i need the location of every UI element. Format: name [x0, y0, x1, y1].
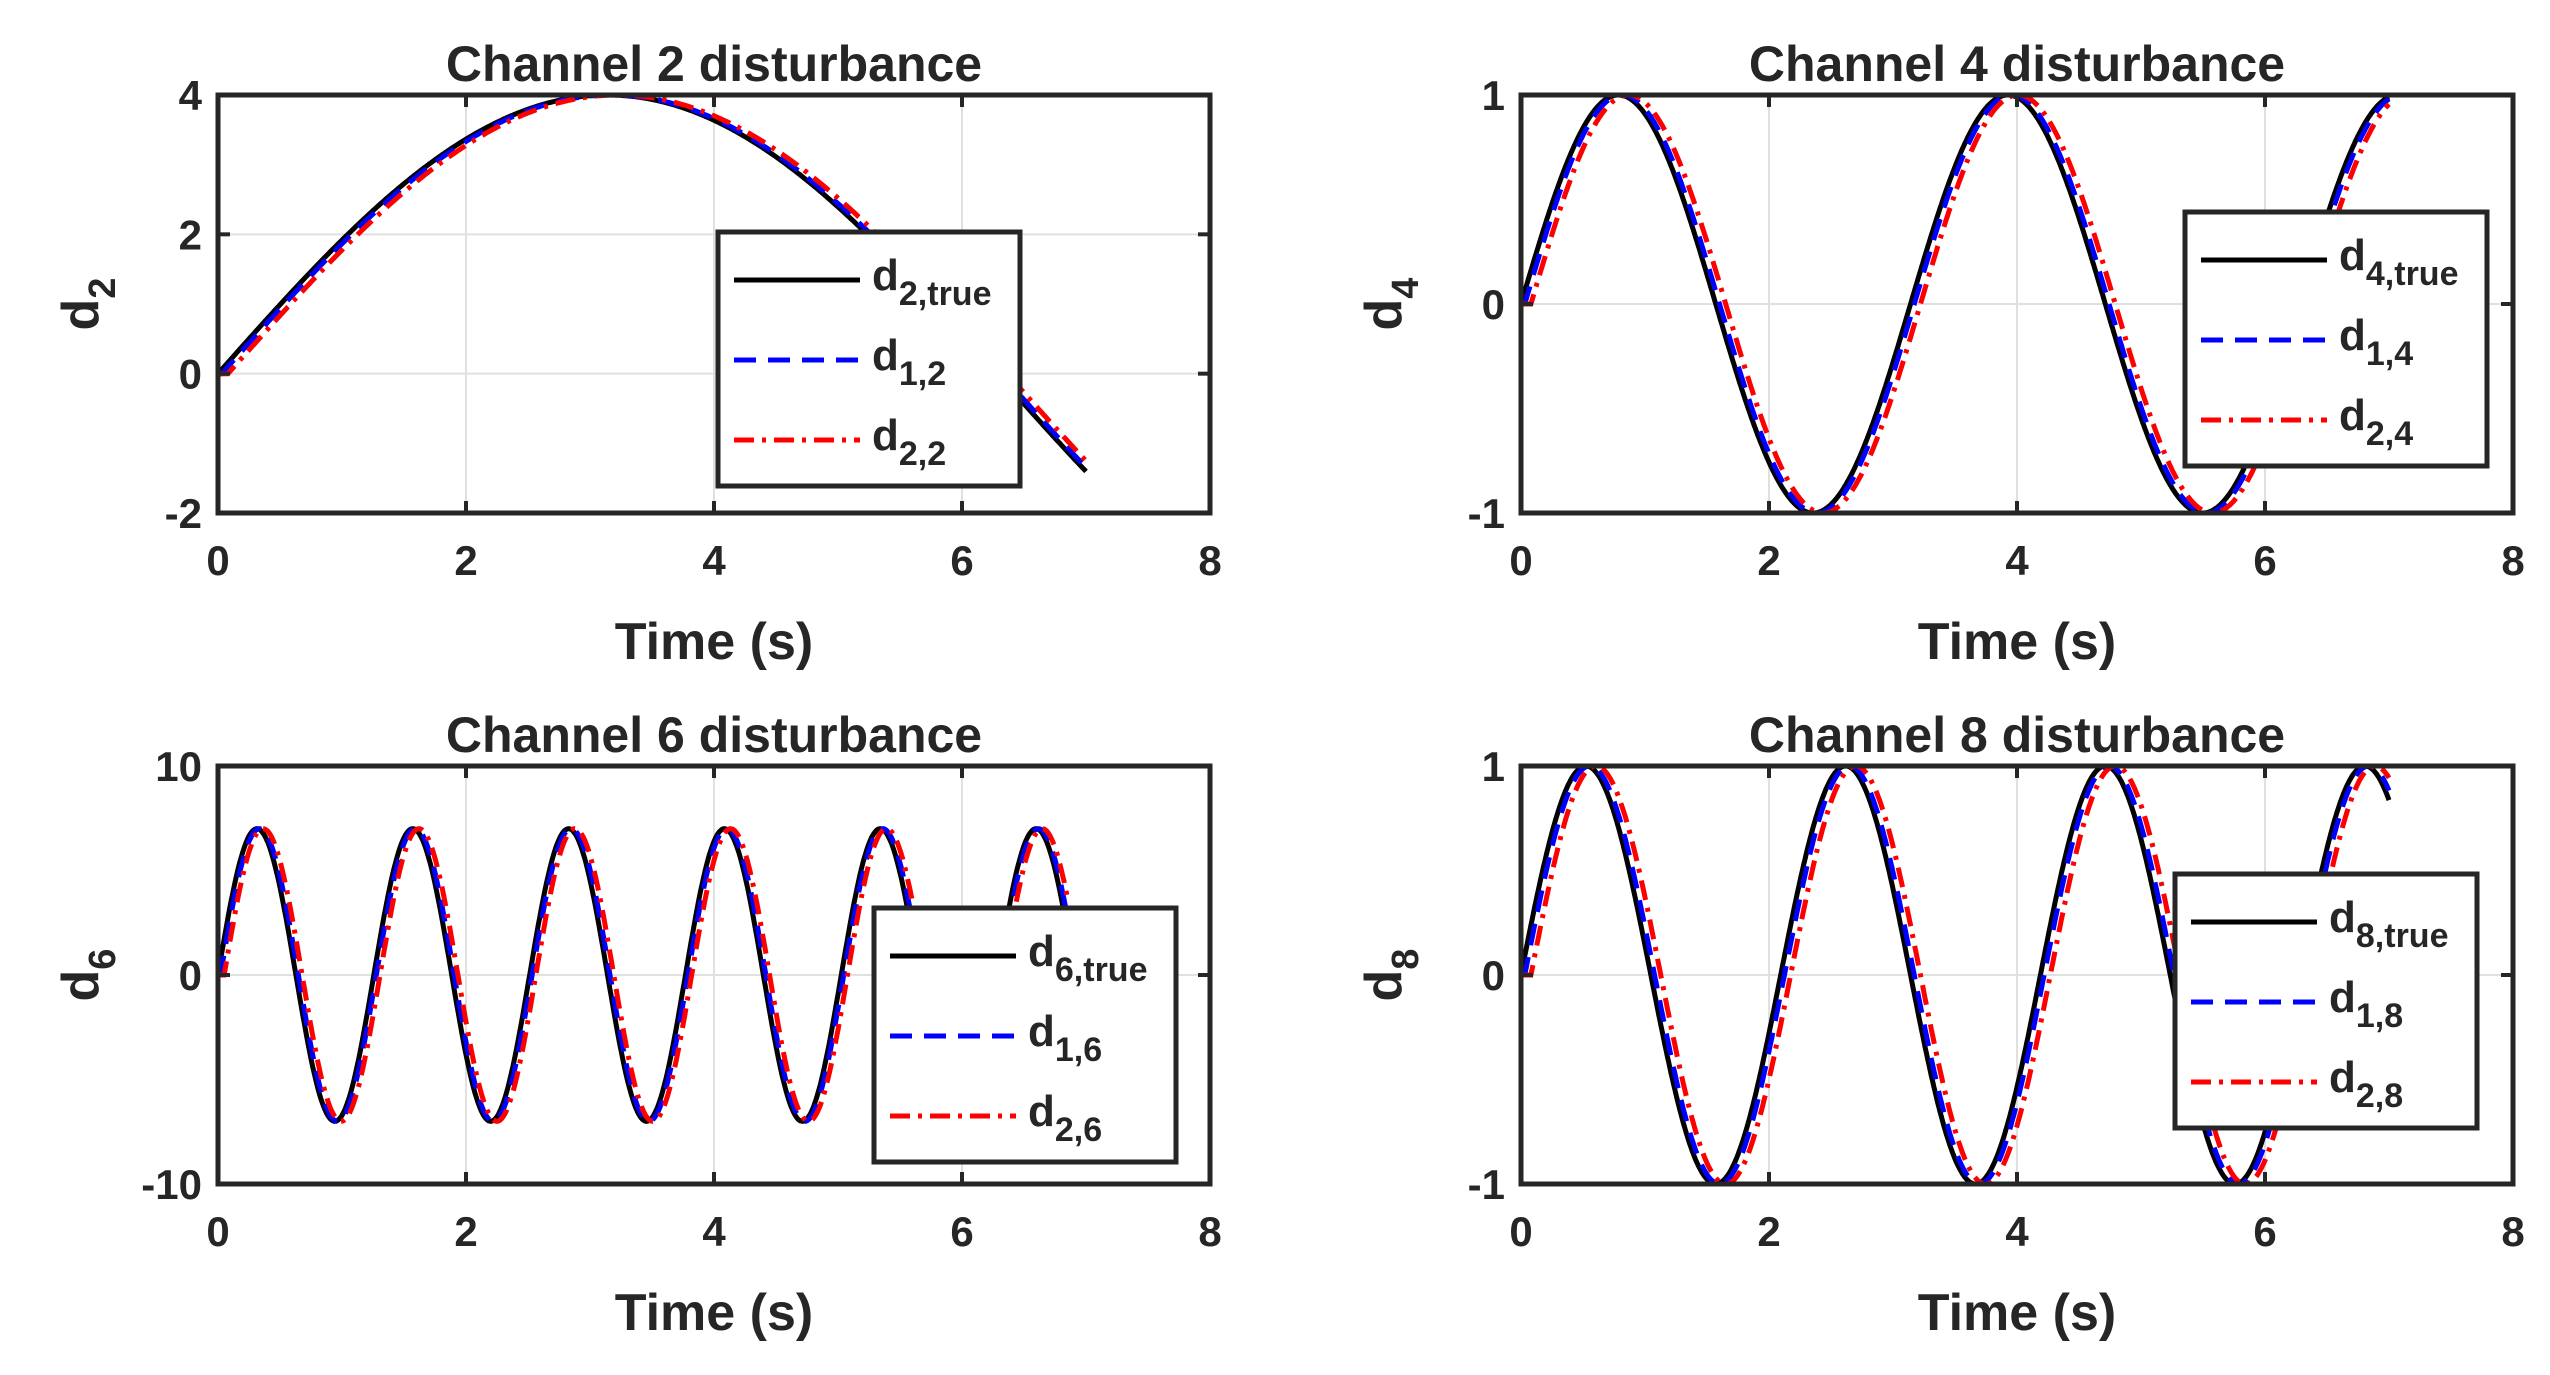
legend-label: d1,2	[872, 331, 946, 393]
series-line-8-true	[1521, 763, 2392, 1187]
x-tick-label: 4	[2005, 1208, 2029, 1255]
y-tick-label: 0	[1482, 952, 1505, 999]
legend-box	[715, 229, 1023, 489]
legend-label: d2,6	[1028, 1087, 1102, 1149]
y-axis-label: d4	[1355, 278, 1427, 331]
x-tick-label: 0	[1509, 1208, 1532, 1255]
x-tick-label: 6	[2253, 537, 2276, 584]
x-tick-label: 8	[1198, 537, 1221, 584]
legend-label: d8,true	[2329, 893, 2448, 955]
y-tick-label: -10	[141, 1161, 202, 1208]
y-axis-label: d6	[52, 949, 124, 1002]
y-tick-label: 0	[179, 351, 202, 398]
legend-box	[2172, 871, 2480, 1131]
x-tick-label: 4	[2005, 537, 2029, 584]
x-tick-label: 6	[950, 537, 973, 584]
chart-title: Channel 6 disturbance	[446, 707, 982, 763]
x-tick-label: 0	[1509, 537, 1532, 584]
x-tick-label: 4	[702, 537, 726, 584]
legend-label: d1,6	[1028, 1007, 1102, 1069]
series-line-2-6	[218, 826, 1070, 1124]
y-tick-label: -1	[1468, 490, 1505, 537]
x-axis-label: Time (s)	[1918, 1284, 2116, 1342]
legend-label: d6,true	[1028, 927, 1147, 989]
y-tick-label: 10	[155, 743, 202, 790]
y-tick-label: 2	[179, 211, 202, 258]
legend-label: d2,8	[2329, 1053, 2403, 1115]
y-tick-label: 1	[1482, 743, 1505, 790]
legend: d8,true d1,8 d2,8	[2172, 871, 2480, 1131]
x-axis-label: Time (s)	[615, 613, 813, 671]
chart-title: Channel 4 disturbance	[1749, 36, 2285, 92]
legend: d2,true d1,2 d2,2	[715, 229, 1023, 489]
legend: d6,true d1,6 d2,6	[871, 905, 1179, 1165]
y-tick-label: 4	[179, 72, 203, 119]
x-axis-label: Time (s)	[1918, 613, 2116, 671]
x-tick-label: 2	[1757, 1208, 1780, 1255]
x-tick-label: 6	[2253, 1208, 2276, 1255]
legend-box	[2182, 209, 2490, 469]
x-tick-label: 4	[702, 1208, 726, 1255]
y-tick-label: -2	[165, 490, 202, 537]
x-axis-label: Time (s)	[615, 1284, 813, 1342]
series-line-2-8	[1521, 763, 2392, 1187]
legend-label: d1,4	[2339, 311, 2413, 373]
legend-label: d2,2	[872, 411, 946, 473]
legend-label: d2,4	[2339, 391, 2413, 453]
y-tick-label: 0	[1482, 281, 1505, 328]
legend-label: d2,true	[872, 251, 991, 313]
x-tick-label: 6	[950, 1208, 973, 1255]
y-axis-label: d2	[52, 278, 124, 331]
x-tick-label: 0	[206, 1208, 229, 1255]
y-tick-label: -1	[1468, 1161, 1505, 1208]
legend: d4,true d1,4 d2,4	[2182, 209, 2490, 469]
x-tick-label: 2	[454, 537, 477, 584]
chart-title: Channel 8 disturbance	[1749, 707, 2285, 763]
series-line-1-4	[1521, 92, 2391, 516]
chart-title: Channel 2 disturbance	[446, 36, 982, 92]
legend-label: d1,8	[2329, 973, 2403, 1035]
x-tick-label: 2	[1757, 537, 1780, 584]
x-tick-label: 0	[206, 537, 229, 584]
legend-box	[871, 905, 1179, 1165]
x-tick-label: 8	[2501, 1208, 2524, 1255]
y-axis-label: d8	[1355, 949, 1427, 1002]
x-tick-label: 8	[2501, 537, 2524, 584]
legend-label: d4,true	[2339, 231, 2458, 293]
y-tick-label: 1	[1482, 72, 1505, 119]
x-tick-label: 2	[454, 1208, 477, 1255]
x-tick-label: 8	[1198, 1208, 1221, 1255]
y-tick-label: 0	[179, 952, 202, 999]
